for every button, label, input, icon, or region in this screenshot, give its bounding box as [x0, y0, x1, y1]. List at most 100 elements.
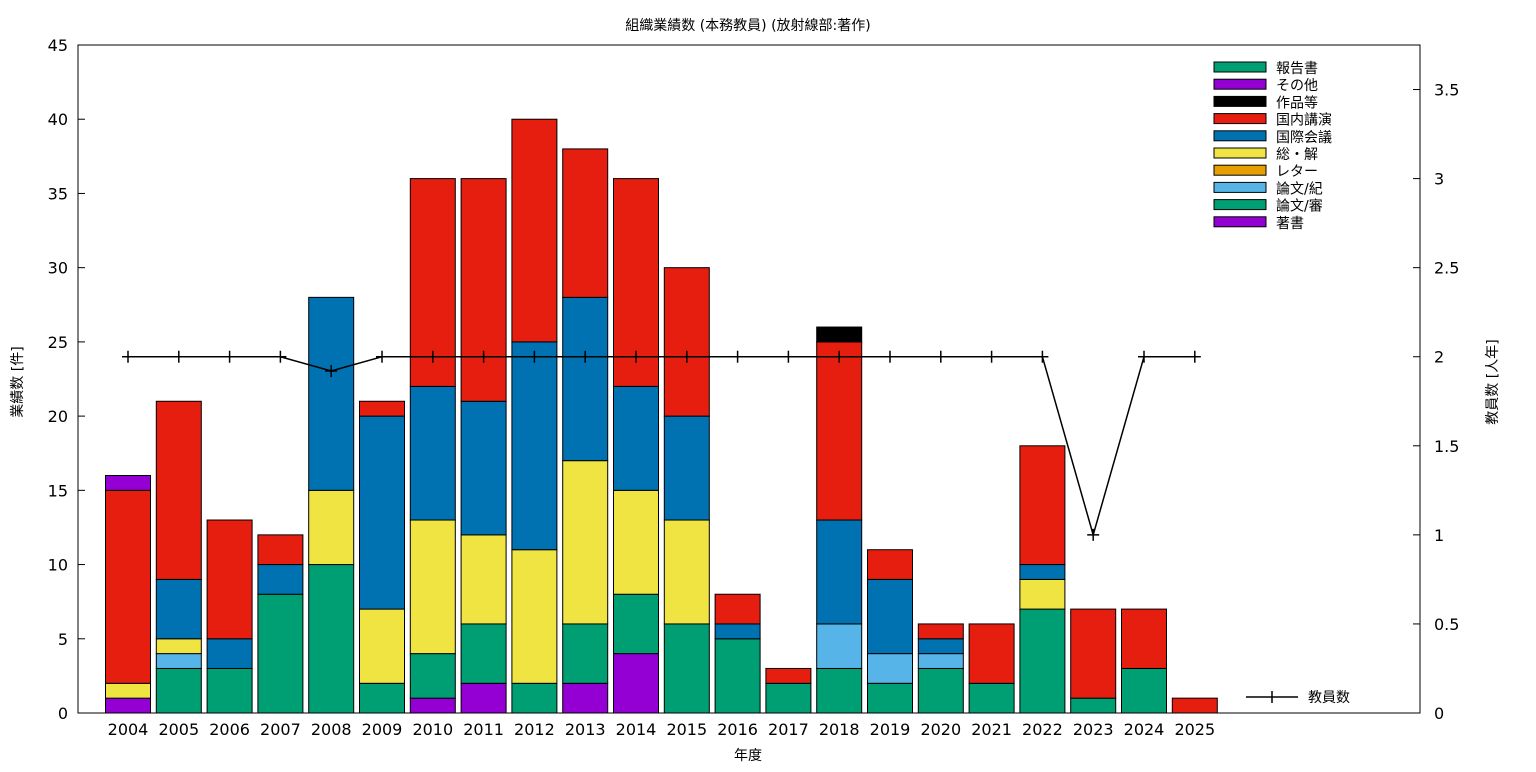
x-tick-label: 2015 [666, 720, 707, 739]
y2-tick-label: 1 [1434, 526, 1444, 545]
x-tick-label: 2013 [565, 720, 606, 739]
bar-segment [968, 623, 1015, 684]
x-tick-label: 2025 [1174, 720, 1215, 739]
bar-segment [1121, 608, 1167, 669]
bar-segment [917, 623, 964, 640]
legend-label: 総・解 [1276, 147, 1318, 163]
y2-tick-label: 3 [1434, 170, 1444, 189]
bar-segment [816, 519, 863, 625]
legend-label: 論文/紀 [1276, 181, 1323, 197]
y-tick-label: 45 [48, 36, 68, 55]
x-tick-label: 2022 [1022, 720, 1063, 739]
bar-segment [460, 534, 507, 625]
legend-swatch [1213, 199, 1267, 211]
legend-swatch [1213, 95, 1267, 107]
bar-segment [257, 534, 304, 566]
x-tick-label: 2017 [768, 720, 809, 739]
y-tick-label: 15 [48, 481, 68, 500]
bar-segment [460, 400, 507, 536]
bar-segment [1171, 697, 1218, 714]
bar-segment [613, 653, 659, 714]
bar-segment [460, 623, 507, 684]
y2-tick-label: 0.5 [1434, 615, 1459, 634]
bar-segment [155, 578, 202, 640]
bar-segment [206, 638, 253, 669]
bar-segment [714, 593, 761, 625]
y-tick-label: 0 [58, 704, 68, 723]
x-tick-label: 2008 [311, 720, 352, 739]
y-tick-label: 20 [48, 407, 68, 426]
bar-segment [1070, 697, 1117, 714]
bar-segment [1019, 578, 1066, 610]
bar-segment [359, 415, 405, 610]
bar-segment [359, 682, 405, 714]
y2-tick-label: 3.5 [1434, 81, 1459, 100]
y2-axis-label: 教員数 [人年] [1485, 339, 1501, 424]
y-tick-label: 10 [48, 556, 68, 575]
x-tick-label: 2019 [870, 720, 911, 739]
x-tick-label: 2024 [1124, 720, 1165, 739]
bar-segment [1019, 608, 1066, 714]
legend-label: 国内講演 [1276, 113, 1332, 129]
legend-label: 著書 [1276, 216, 1304, 232]
y2-tick-label: 0 [1434, 704, 1444, 723]
bar-segment [867, 653, 913, 684]
bar-segment [460, 682, 507, 714]
legend-swatch [1213, 78, 1267, 90]
y2-tick-label: 2 [1434, 348, 1444, 367]
y-tick-label: 35 [48, 184, 68, 203]
bar-segment [714, 638, 761, 714]
bar-segment [206, 667, 253, 714]
bar-segment [1070, 608, 1117, 699]
bar-segment [917, 667, 964, 714]
bar-segment [359, 400, 405, 417]
bar-segment [867, 682, 913, 714]
bar-segment [816, 623, 863, 669]
bar-segment [409, 697, 456, 714]
bar-segment [105, 489, 151, 684]
legend-swatch [1213, 113, 1267, 125]
bar-segment [562, 148, 609, 298]
legend-swatch [1213, 61, 1267, 73]
bar-segment [1121, 667, 1167, 714]
x-tick-label: 2016 [717, 720, 758, 739]
bar-segment [816, 341, 863, 521]
x-tick-label: 2014 [616, 720, 657, 739]
x-tick-label: 2005 [158, 720, 199, 739]
bar-segment [155, 667, 202, 714]
bar-segment [409, 385, 456, 521]
bar-segment [663, 267, 710, 417]
y-axis-label: 業績数 [件] [10, 346, 26, 417]
bar-segment [867, 578, 913, 655]
legend-label: その他 [1276, 78, 1318, 94]
x-tick-label: 2004 [108, 720, 149, 739]
legend-swatch [1213, 147, 1267, 159]
bar-segment [816, 667, 863, 714]
bar-segment [663, 519, 710, 625]
bar-segment [917, 653, 964, 669]
legend-label: 論文/審 [1276, 199, 1323, 215]
legend-swatch [1213, 216, 1267, 228]
bar-segment [714, 623, 761, 640]
bar-segment [663, 623, 710, 714]
x-tick-label: 2012 [514, 720, 555, 739]
bar-segment [155, 400, 202, 580]
x-tick-label: 2009 [362, 720, 403, 739]
bar-segment [105, 474, 151, 491]
y-tick-label: 30 [48, 259, 68, 278]
bar-segment [867, 549, 913, 580]
x-tick-label: 2011 [463, 720, 504, 739]
y-tick-label: 40 [48, 110, 68, 129]
bar-segment [562, 460, 609, 625]
legend-label: 報告書 [1276, 61, 1318, 77]
bar-segment [155, 653, 202, 669]
x-axis-label: 年度 [734, 748, 762, 764]
bar-segment [409, 519, 456, 655]
bar-segment [257, 593, 304, 714]
bar-segment [562, 296, 609, 462]
legend-swatch [1213, 181, 1267, 193]
bar-segment [562, 623, 609, 684]
bar-segment [816, 326, 863, 343]
